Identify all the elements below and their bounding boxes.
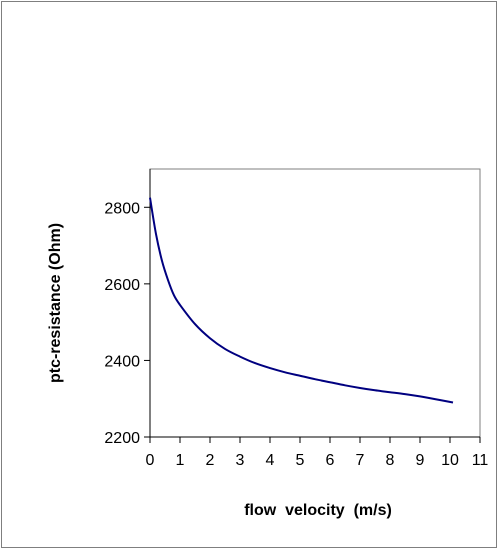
x-tick-label: 3 bbox=[236, 452, 245, 469]
y-tick-label: 2600 bbox=[104, 277, 140, 294]
y-tick-label: 2400 bbox=[104, 353, 140, 370]
x-tick-label: 7 bbox=[356, 452, 365, 469]
y-tick-label: 2800 bbox=[104, 200, 140, 217]
x-tick-label: 0 bbox=[146, 452, 155, 469]
plot-area bbox=[149, 168, 481, 438]
x-tick-label: 5 bbox=[296, 452, 305, 469]
x-axis-ticks: 0 1 2 3 4 5 6 7 8 9 10 11 bbox=[146, 437, 489, 469]
y-tick-label: 2200 bbox=[104, 430, 140, 447]
x-tick-label: 10 bbox=[441, 452, 459, 469]
x-tick-label: 9 bbox=[416, 452, 425, 469]
x-axis-title: flow velocity (m/s) bbox=[244, 502, 392, 519]
x-tick-label: 11 bbox=[472, 452, 489, 469]
y-axis-ticks: 2200 2400 2600 2800 bbox=[104, 200, 150, 447]
x-tick-label: 2 bbox=[206, 452, 215, 469]
series-line bbox=[149, 197, 454, 404]
x-tick-label: 4 bbox=[266, 452, 275, 469]
x-tick-label: 8 bbox=[386, 452, 395, 469]
x-tick-label: 6 bbox=[326, 452, 335, 469]
x-tick-label: 1 bbox=[176, 452, 185, 469]
y-axis-title: ptc-resistance (Ohm) bbox=[47, 223, 64, 383]
